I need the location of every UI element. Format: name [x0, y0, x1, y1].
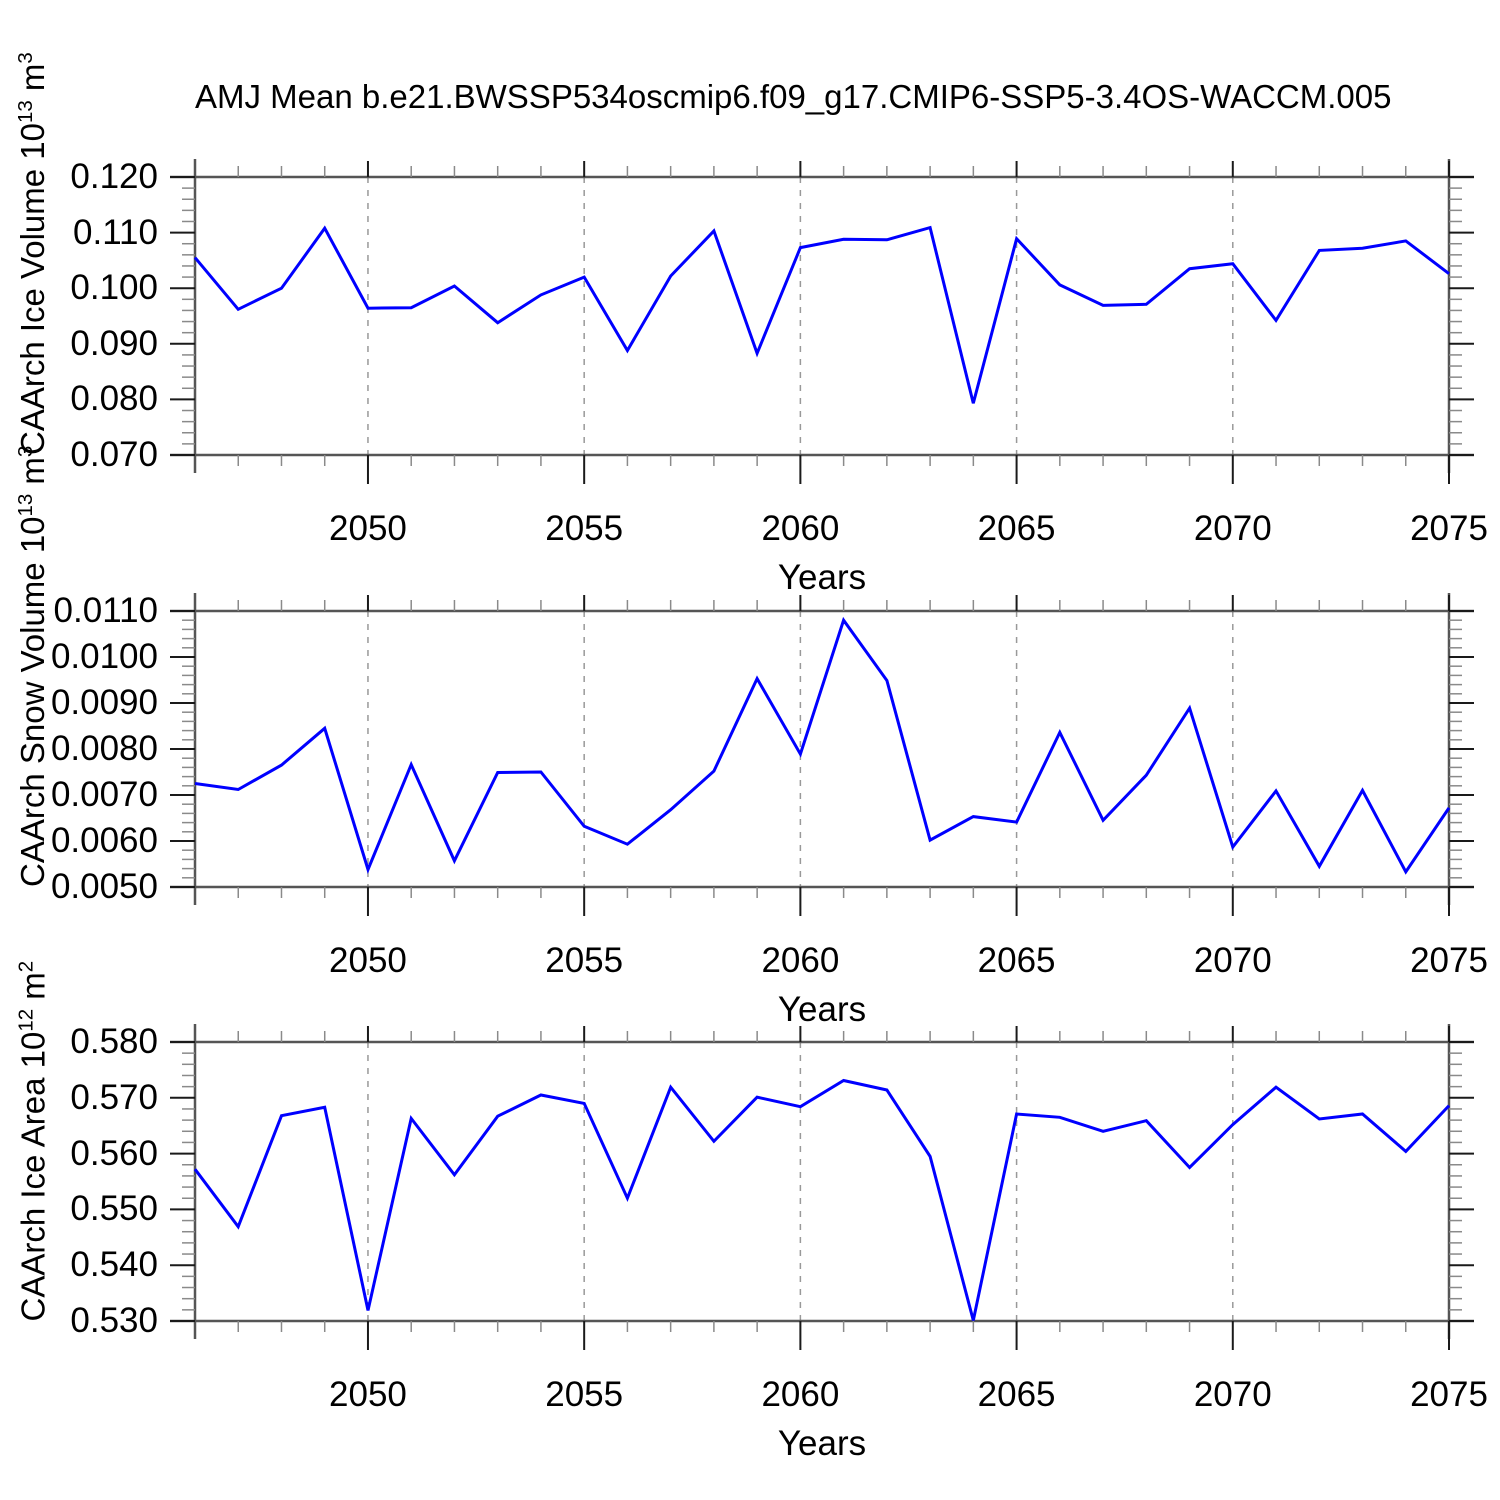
- y-tick-label: 0.090: [70, 323, 158, 363]
- y-tick-label: 0.120: [70, 157, 158, 196]
- y-tick-label: 0.560: [70, 1133, 158, 1173]
- y-tick-label: 0.080: [70, 379, 158, 419]
- y-tick-label: 0.0080: [50, 729, 158, 768]
- y-tick-label: 0.0090: [50, 683, 158, 722]
- x-tick-label: 2055: [545, 1375, 624, 1414]
- x-axis-title: Years: [777, 558, 867, 597]
- x-tick-label: 2060: [761, 1375, 840, 1414]
- series-line: [193, 1078, 1451, 1321]
- x-tick-label: 2075: [1410, 509, 1488, 548]
- y-tick-label: 0.0110: [53, 591, 158, 630]
- x-tick-label: 2050: [329, 509, 407, 548]
- y-tick-label: 0.070: [70, 435, 158, 474]
- figure-title: AMJ Mean b.e21.BWSSP534oscmip6.f09_g17.C…: [195, 78, 1392, 115]
- y-tick-label: 0.110: [73, 212, 158, 252]
- x-tick-label: 2065: [977, 941, 1056, 980]
- y-tick-label: 0.550: [70, 1189, 158, 1229]
- x-tick-label: 2070: [1193, 509, 1272, 548]
- y-tick-label: 0.0070: [50, 775, 158, 814]
- y-tick-label: 0.570: [70, 1077, 158, 1117]
- x-tick-label: 2065: [977, 1375, 1056, 1414]
- x-tick-label: 2055: [545, 509, 624, 548]
- x-tick-label: 2050: [329, 941, 407, 980]
- x-tick-label: 2060: [761, 941, 840, 980]
- series-line: [194, 616, 1451, 875]
- x-tick-label: 2070: [1193, 941, 1272, 980]
- y-tick-label: 0.0050: [50, 867, 158, 906]
- x-tick-label: 2050: [329, 1375, 407, 1414]
- x-axis-title: Years: [777, 1424, 867, 1463]
- y-tick-label: 0.0060: [50, 821, 158, 860]
- x-axis-title: Years: [777, 990, 867, 1029]
- y-tick-label: 0.0100: [50, 637, 158, 676]
- series-line: [193, 225, 1450, 404]
- x-tick-label: 2060: [761, 509, 840, 548]
- y-tick-label: 0.100: [70, 268, 158, 308]
- x-tick-label: 2075: [1410, 1375, 1488, 1414]
- y-tick-label: 0.530: [70, 1301, 158, 1340]
- y-tick-label: 0.540: [70, 1245, 158, 1285]
- x-tick-label: 2065: [977, 509, 1056, 548]
- x-tick-label: 2055: [545, 941, 624, 980]
- x-tick-label: 2075: [1410, 941, 1488, 980]
- x-tick-label: 2070: [1193, 1375, 1272, 1414]
- y-tick-label: 0.580: [70, 1022, 158, 1061]
